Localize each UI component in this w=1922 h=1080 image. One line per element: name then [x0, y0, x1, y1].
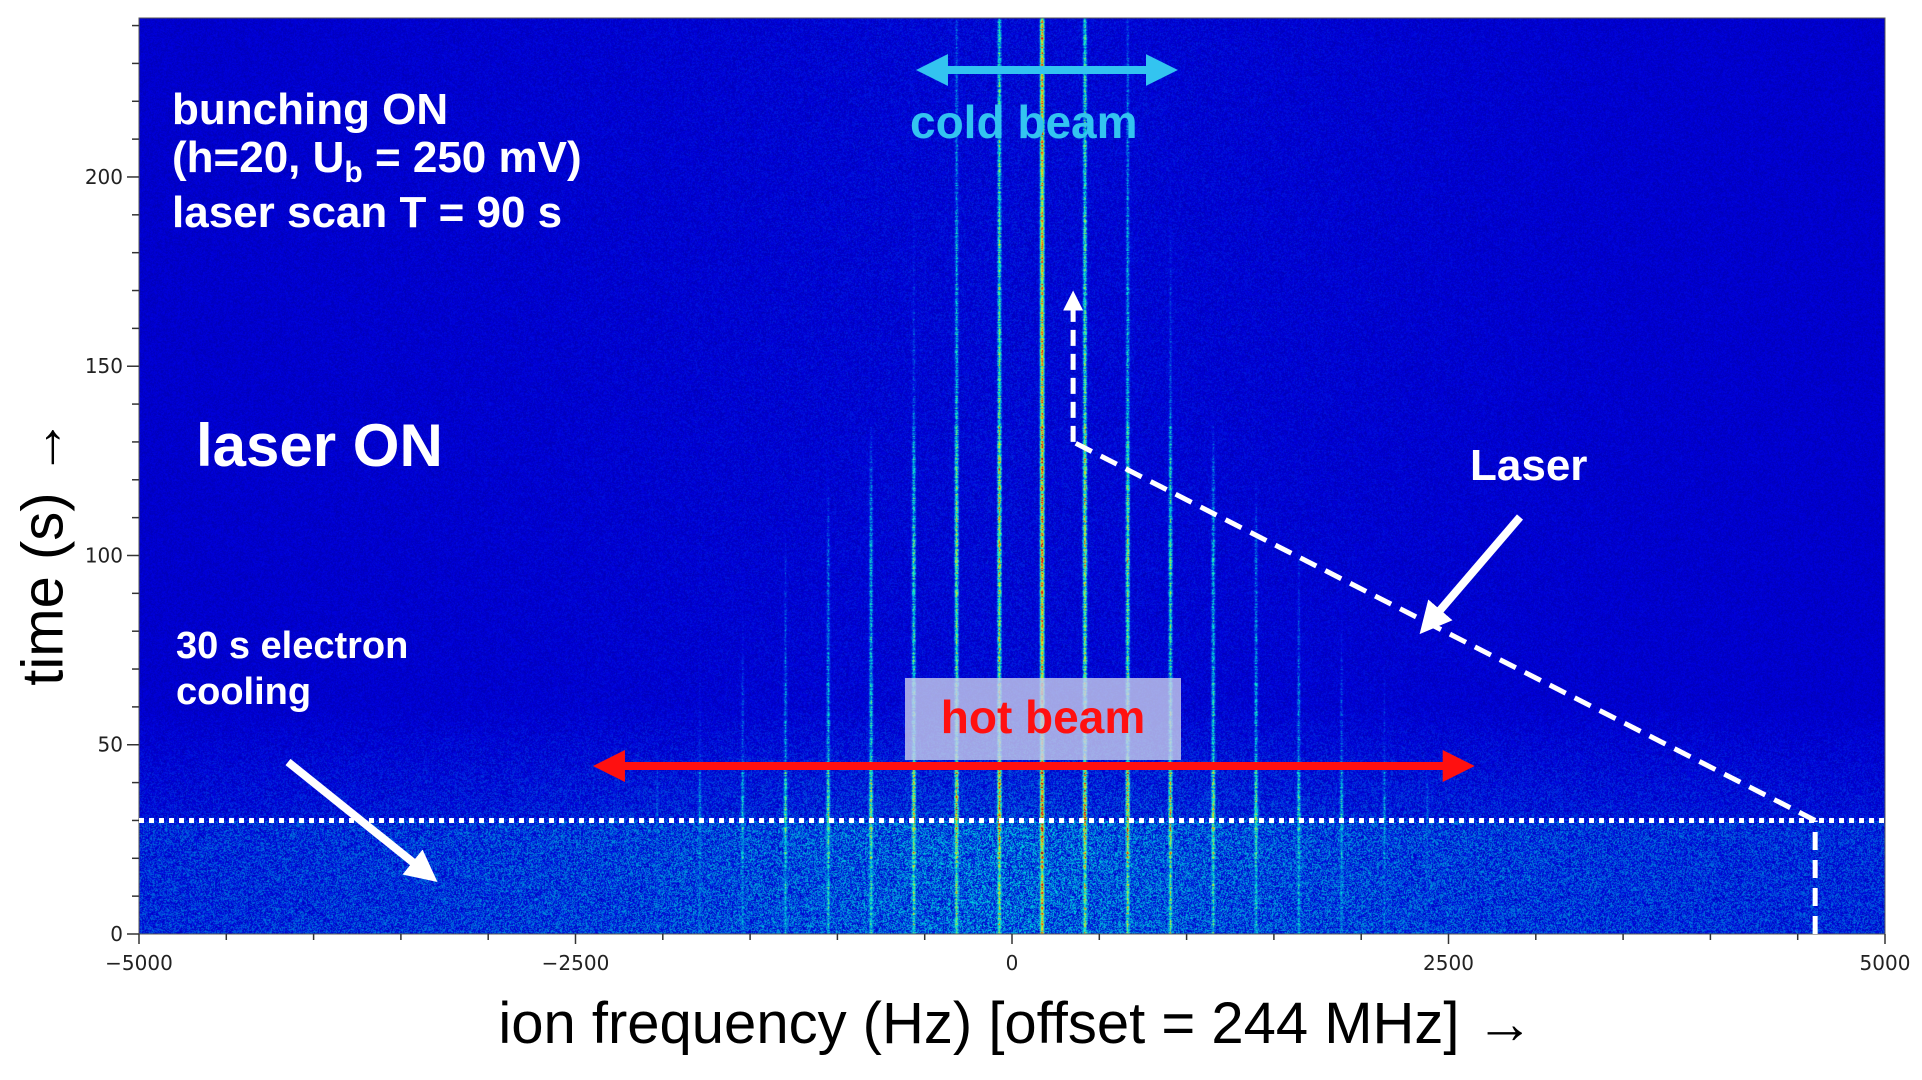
- y-axis-label: time (s) →: [10, 418, 76, 686]
- hot-beam-label: hot beam: [940, 691, 1146, 743]
- y-tick-label: 50: [98, 733, 123, 757]
- bunching-line-2: (h=20, Ub = 250 mV): [172, 134, 582, 189]
- cooling-annotation: 30 s electron cooling: [176, 624, 408, 715]
- bunching-line-3: laser scan T = 90 s: [172, 188, 563, 238]
- bunching-annotation: bunching ON (h=20, Ub = 250 mV) laser sc…: [172, 85, 582, 238]
- x-tick-label: 5000: [1860, 951, 1911, 975]
- bunching-line-2-pre: (h=20, U: [172, 133, 345, 183]
- cooling-pointer-arrow: [285, 758, 438, 883]
- laser-pointer-arrow: [1419, 514, 1524, 635]
- x-tick-label: −5000: [105, 951, 173, 975]
- y-tick-label: 150: [85, 354, 123, 378]
- y-tick-label: 0: [110, 922, 123, 946]
- x-tick-label: 2500: [1423, 951, 1474, 975]
- laser-on-label: laser ON: [196, 412, 443, 479]
- x-tick-label: −2500: [542, 951, 610, 975]
- bunching-line-2-post: = 250 mV): [362, 133, 582, 183]
- cooling-line-2: cooling: [176, 670, 312, 713]
- y-tick-label: 200: [85, 165, 123, 189]
- x-tick-label: 0: [1006, 951, 1019, 975]
- cooling-line-1: 30 s electron: [176, 625, 409, 667]
- laser-label: Laser: [1470, 441, 1588, 490]
- hot-beam-label-box: [905, 678, 1181, 760]
- bunching-line-1: bunching ON: [172, 85, 449, 134]
- y-tick-label: 100: [85, 543, 123, 567]
- cold-beam-label: cold beam: [910, 96, 1138, 148]
- bunching-line-2-sub: b: [344, 156, 363, 190]
- x-axis-label: ion frequency (Hz) [offset = 244 MHz] →: [498, 991, 1534, 1056]
